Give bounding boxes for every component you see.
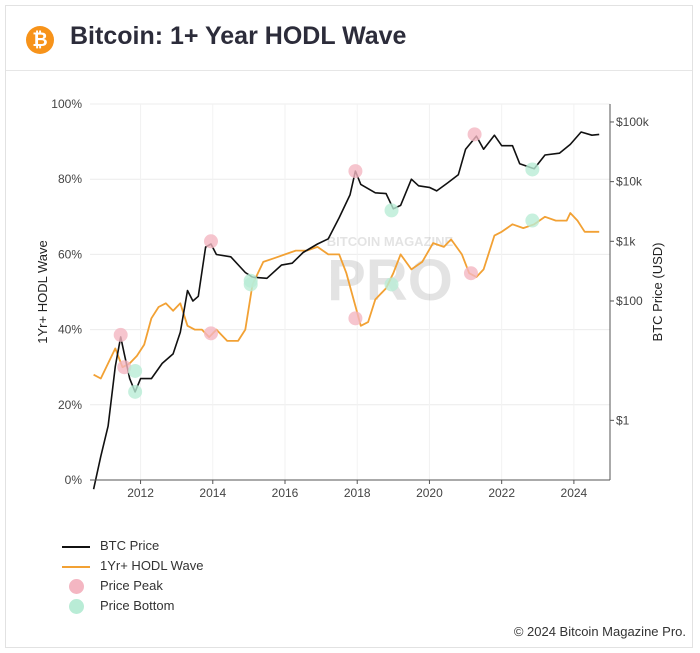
y-tick-label: 60% — [58, 247, 82, 261]
series — [92, 131, 600, 490]
footer-credit: © 2024 Bitcoin Magazine Pro. — [513, 624, 686, 639]
y-axis-title: 1Yr+ HODL Wave — [35, 240, 50, 343]
y2-tick-label: $1k — [616, 234, 636, 248]
price-bottom-marker — [525, 162, 540, 177]
price-peak-marker — [463, 266, 478, 281]
btc-price-line — [92, 131, 600, 490]
x-tick-label: 2014 — [199, 486, 226, 500]
y-tick-label: 40% — [58, 323, 82, 337]
y2-tick-label: $100k — [616, 115, 650, 129]
legend-swatch — [62, 546, 90, 548]
axes: 0% 20% 40% 60% 80% 100% 2012 2014 2016 2018 2020 20… — [51, 97, 649, 500]
chart-card: ₿ Bitcoin: 1+ Year HODL Wave — [5, 5, 693, 648]
price-peak-marker — [203, 234, 218, 249]
price-peak-marker — [117, 360, 132, 375]
price-peak-marker — [348, 311, 363, 326]
legend-swatch — [69, 599, 84, 614]
legend-label: BTC Price — [100, 538, 160, 553]
markers — [113, 127, 540, 399]
legend-label: 1Yr+ HODL Wave — [100, 558, 204, 573]
y-tick-label: 100% — [51, 97, 82, 111]
x-tick-label: 2022 — [488, 486, 515, 500]
legend-label: Price Peak — [100, 578, 163, 593]
legend-label: Price Bottom — [100, 598, 175, 613]
watermark-line1: BITCOIN MAGAZINE — [327, 234, 454, 249]
y-tick-label: 80% — [58, 172, 82, 186]
price-peak-marker — [203, 326, 218, 341]
x-tick-label: 2020 — [416, 486, 443, 500]
hodl-wave-line — [93, 212, 600, 380]
y2-tick-label: $100 — [616, 294, 643, 308]
price-peak-marker — [467, 127, 482, 142]
x-tick-label: 2016 — [272, 486, 299, 500]
y2-axis-title: BTC Price (USD) — [650, 243, 665, 342]
y-tick-label: 0% — [65, 473, 83, 487]
price-peak-marker — [348, 164, 363, 179]
legend-swatch — [62, 566, 90, 568]
price-bottom-marker — [128, 363, 143, 378]
chart-header: ₿ Bitcoin: 1+ Year HODL Wave — [6, 6, 692, 71]
x-tick-label: 2018 — [344, 486, 371, 500]
legend-swatch — [69, 579, 84, 594]
price-peak-marker — [113, 327, 128, 342]
bitcoin-logo-icon: ₿ — [26, 26, 54, 54]
price-bottom-marker — [243, 273, 258, 288]
x-tick-label: 2012 — [127, 486, 154, 500]
y2-tick-label: $1 — [616, 413, 630, 427]
price-bottom-marker — [525, 213, 540, 228]
price-bottom-marker — [384, 203, 399, 218]
y-tick-label: 20% — [58, 398, 82, 412]
price-bottom-marker — [128, 384, 143, 399]
price-bottom-marker — [384, 277, 399, 292]
x-tick-label: 2024 — [561, 486, 588, 500]
chart-title: Bitcoin: 1+ Year HODL Wave — [70, 22, 407, 50]
y2-tick-label: $10k — [616, 175, 643, 189]
